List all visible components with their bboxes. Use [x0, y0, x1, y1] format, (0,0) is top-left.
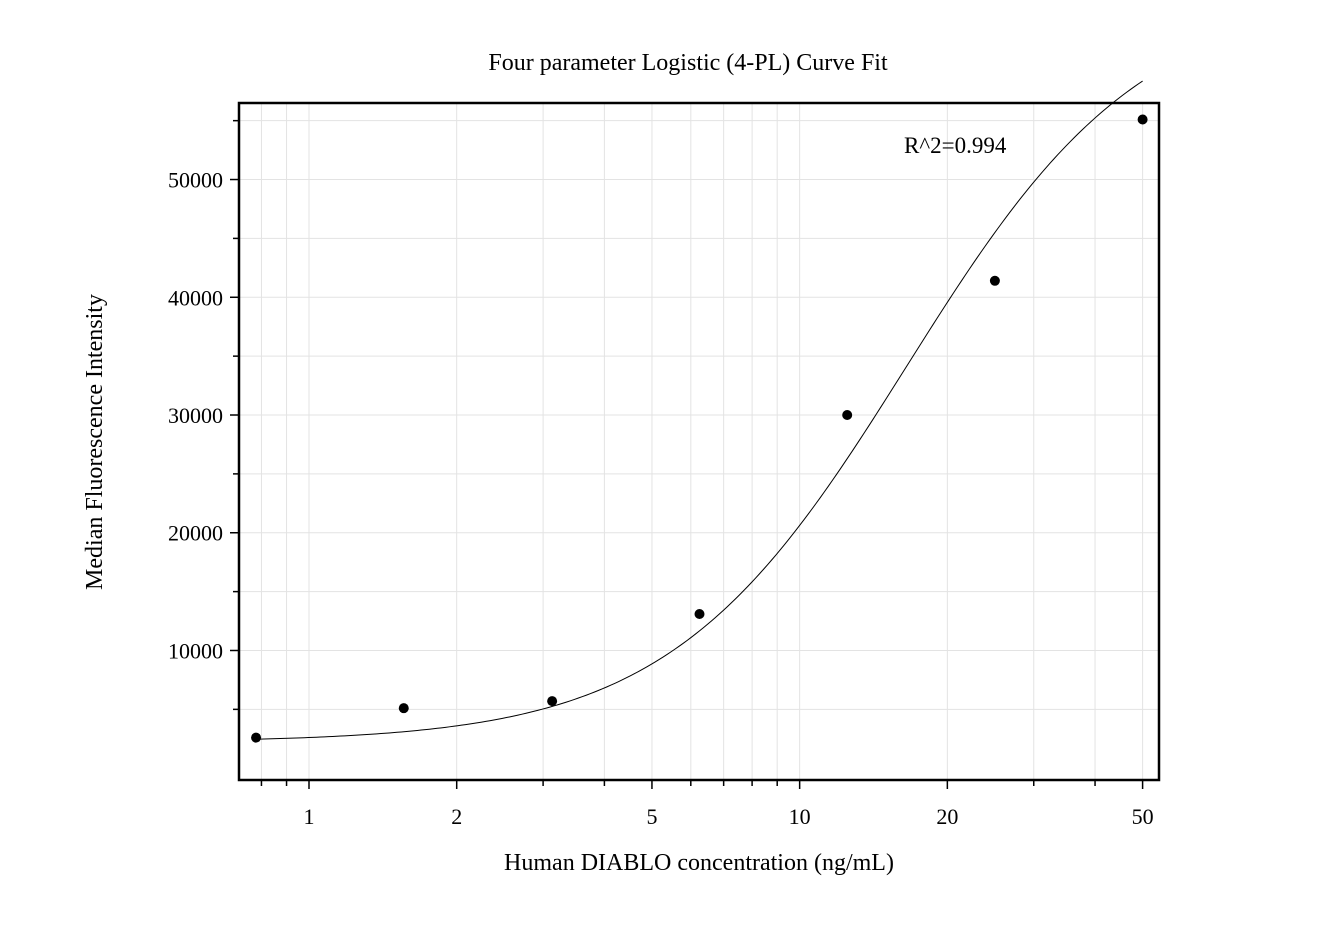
plot-frame — [237, 101, 1161, 782]
x-tick-labels: 1 2 5 10 20 50 — [303, 804, 1153, 829]
x-tick-label: 20 — [936, 804, 958, 829]
data-points — [251, 114, 1148, 743]
y-tick-labels: 10000 20000 30000 40000 50000 — [168, 168, 223, 664]
data-point — [842, 410, 853, 421]
x-axis-label: Human DIABLO concentration (ng/mL) — [504, 850, 894, 876]
y-tick-label: 30000 — [168, 403, 223, 428]
y-tick-label: 20000 — [168, 521, 223, 546]
data-point — [251, 732, 262, 743]
data-point — [1137, 114, 1148, 125]
data-point — [694, 608, 705, 619]
x-tick-label: 1 — [303, 804, 314, 829]
y-tick-label: 50000 — [168, 168, 223, 193]
data-point — [547, 696, 558, 707]
x-tick-label: 10 — [789, 804, 811, 829]
x-tick-label: 5 — [646, 804, 657, 829]
x-tick-label: 2 — [451, 804, 462, 829]
axis-ticks — [230, 119, 1144, 789]
annotation-r-squared: R^2=0.994 — [904, 133, 1007, 158]
data-point — [989, 275, 1000, 286]
fit-curve — [256, 80, 1143, 740]
y-axis-label: Median Fluorescence Intensity — [82, 294, 108, 590]
chart-title: Four parameter Logistic (4-PL) Curve Fit — [488, 50, 888, 76]
y-tick-label: 40000 — [168, 285, 223, 310]
gridlines — [239, 103, 1159, 780]
x-tick-label: 50 — [1132, 804, 1154, 829]
y-tick-label: 10000 — [168, 638, 223, 663]
data-point — [398, 703, 409, 714]
